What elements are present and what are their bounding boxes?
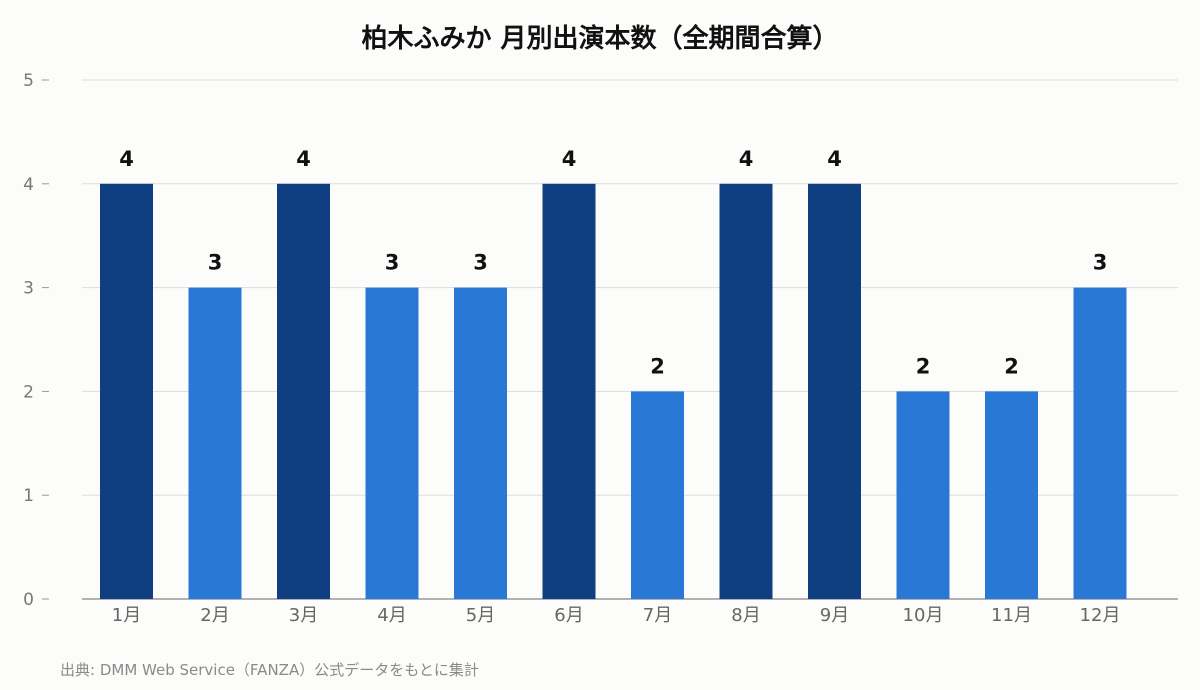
value-label: 4 [827,147,842,171]
y-tick-label: 3 [23,279,34,299]
value-label: 4 [562,147,577,171]
bar [631,391,684,599]
value-label: 4 [119,147,134,171]
bar [100,183,153,600]
value-label: 3 [385,251,400,275]
x-tick-label: 2月 [200,605,229,626]
bar [719,183,773,600]
value-label: 2 [916,354,931,378]
x-tick-label: 10月 [903,605,944,626]
bar [896,391,950,599]
y-tick-label: 5 [23,71,34,91]
bar [454,287,507,599]
y-tick-label: 4 [23,175,34,195]
x-tick-label: 5月 [466,605,495,626]
source-note: 出典: DMM Web Service（FANZA）公式データをもとに集計 [60,661,479,679]
x-tick-label: 4月 [377,605,406,626]
x-tick-label: 1月 [112,605,141,626]
value-label: 3 [1093,251,1108,275]
value-label: 2 [650,354,665,378]
bar [277,183,330,600]
bar-layer [100,183,1127,600]
bar [808,183,861,600]
chart-title: 柏木ふみか 月別出演本数（全期間合算） [361,24,839,54]
value-label: 4 [296,147,311,171]
value-label: 4 [739,147,754,171]
bar [365,287,419,599]
label-layer: 4 1月 3 2月 4 3月 3 4月 3 5月 4 6月 2 7月 4 8月 4 9月 2 10月 2 11月 3 12月 [112,147,1121,626]
y-tick-label: 0 [23,590,34,610]
y-tick-label: 2 [23,382,34,402]
x-tick-label: 8月 [731,605,760,626]
x-tick-label: 12月 [1080,605,1121,626]
bar [985,391,1038,599]
bar [188,287,242,599]
x-tick-label: 3月 [289,605,318,626]
x-tick-label: 7月 [643,605,672,626]
y-tick-label: 1 [23,486,34,506]
x-tick-label: 11月 [991,605,1032,626]
bar [1073,287,1127,599]
x-tick-label: 9月 [820,605,849,626]
value-label: 3 [208,251,223,275]
value-label: 3 [473,251,488,275]
bar [542,183,596,600]
value-label: 2 [1004,354,1019,378]
x-tick-label: 6月 [554,605,583,626]
